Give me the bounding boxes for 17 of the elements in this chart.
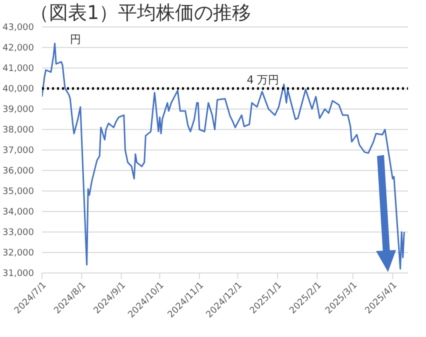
- y-tick-label: 40,000: [2, 84, 34, 95]
- y-tick-label: 42,000: [2, 44, 34, 54]
- y-tick-label: 38,000: [2, 126, 34, 136]
- y-axis-title: 円: [70, 33, 81, 46]
- line-series: [42, 42, 405, 270]
- chart-title: （図表1）平均株価の推移: [30, 1, 252, 24]
- y-tick-label: 37,000: [2, 146, 34, 156]
- y-tick-label: 33,000: [2, 228, 34, 238]
- y-tick-label: 39,000: [2, 105, 34, 116]
- y-tick-label: 43,000: [2, 23, 34, 34]
- y-tick-label: 41,000: [2, 64, 34, 74]
- y-tick-label: 36,000: [2, 166, 34, 177]
- y-tick-label: 32,000: [2, 248, 34, 259]
- y-tick-label: 31,000: [2, 269, 34, 280]
- y-tick-label: 35,000: [2, 187, 34, 198]
- ref-line-label: 4 万円: [246, 74, 280, 86]
- y-tick-label: 34,000: [2, 208, 34, 218]
